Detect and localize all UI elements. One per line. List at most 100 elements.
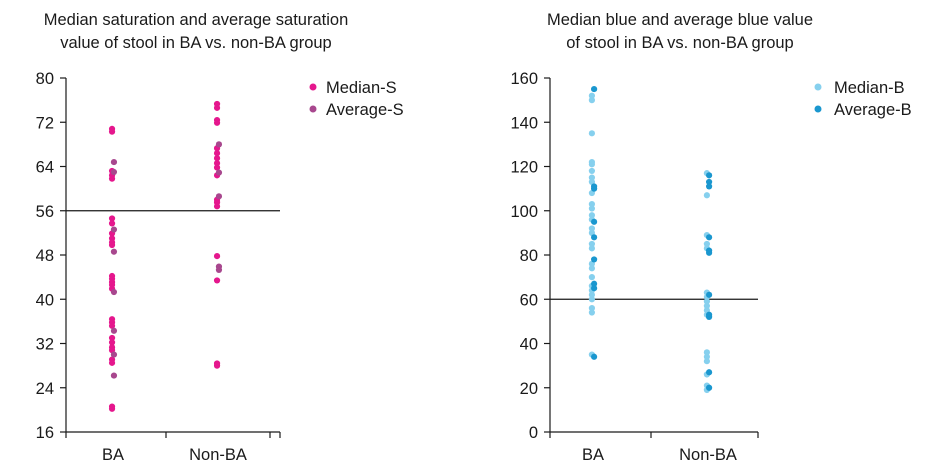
data-point-average-b [591,280,598,287]
legend-average-b-label: Average-B [834,101,912,119]
data-point-median-s [213,104,221,111]
y-tick-label: 64 [36,159,54,177]
data-point-median-b [703,349,711,356]
data-point-median-b [588,225,596,232]
y-tick-label: 16 [36,424,54,442]
y-tick-label: 56 [36,203,54,221]
data-point-average-b [706,183,713,190]
chart-2-y-ticks: 0 20 40 60 80 100 120 140 160 [510,70,550,442]
legend-average-s-label: Average-S [326,101,404,119]
legend-median-b-label: Median-B [834,79,905,97]
chart-1-axes [65,78,280,433]
data-point-average-s [215,193,223,200]
data-point-median-b [588,130,596,137]
data-point-average-s [110,248,118,255]
data-point-median-s [213,253,221,260]
data-point-average-b [706,234,713,241]
data-point-median-s [213,155,221,162]
data-point-average-s [215,169,223,176]
y-tick-label: 160 [510,70,538,88]
data-point-median-s [108,339,116,346]
chart-1-legend: Median-S Average-S [309,79,404,119]
data-point-median-s [108,175,116,182]
data-point-median-b [588,205,596,212]
data-point-average-b [591,85,598,93]
data-point-median-b [588,274,596,281]
data-point-median-s [213,150,221,157]
data-point-average-b [706,178,713,186]
y-tick-label: 60 [520,291,538,309]
data-point-median-s [213,362,221,369]
data-point-average-b [706,172,713,179]
data-point-median-s [108,220,116,227]
legend-median-s-label: Median-S [326,79,397,97]
data-point-median-b [703,192,711,199]
data-point-median-b [588,167,596,175]
data-point-average-s [110,351,118,358]
data-point-average-b [706,313,713,321]
chart-1-title-line-2: value of stool in BA vs. non-BA group [60,34,332,52]
y-tick-label: 0 [529,424,538,442]
y-tick-label: 72 [36,114,54,132]
data-point-median-b [703,302,711,309]
data-point-median-b [588,265,596,272]
x-tick-label: Non-BA [189,446,247,464]
data-point-average-b [706,291,713,298]
data-point-average-s [110,372,118,379]
data-point-median-s [108,405,116,412]
data-point-average-s [110,158,118,166]
y-tick-label: 120 [510,159,538,177]
data-point-median-s [108,322,116,329]
data-point-average-s [110,327,118,334]
chart-2-legend: Median-B Average-B [814,79,912,119]
y-tick-label: 20 [520,380,538,398]
data-point-average-b [591,218,598,225]
data-point-average-s [110,226,118,233]
data-point-average-b [591,353,598,360]
data-point-average-s [215,141,223,148]
chart-1-points [108,100,223,412]
y-tick-label: 48 [36,247,54,265]
y-tick-label: 40 [36,291,54,309]
data-point-median-b [588,291,596,298]
y-tick-label: 80 [36,70,54,88]
chart-2-title-line-2: of stool in BA vs. non-BA group [566,34,793,52]
data-point-average-s [215,266,223,274]
y-tick-label: 24 [36,380,54,398]
data-point-median-s [108,359,116,366]
data-point-median-b [588,161,596,168]
y-tick-label: 80 [520,247,538,265]
data-point-median-s [213,277,221,284]
data-point-average-b [706,249,713,256]
legend-average-s-marker [309,105,317,113]
x-tick-label: Non-BA [679,446,737,464]
chart-1-title-line-1: Median saturation and average saturation [44,11,349,29]
x-tick-label: BA [102,446,124,464]
data-point-median-b [588,92,596,99]
data-point-median-s [213,160,221,167]
data-point-median-b [703,240,711,248]
data-point-median-b [588,97,596,104]
data-point-average-b [591,185,598,192]
data-point-median-s [108,128,116,135]
data-point-median-b [588,245,596,252]
x-tick-label: BA [582,446,604,464]
y-tick-label: 100 [510,203,538,221]
y-tick-label: 32 [36,336,54,354]
chart-blue: Median blue and average blue value of st… [510,11,911,464]
data-point-median-b [703,358,711,365]
data-point-median-b [703,353,711,360]
legend-median-s-marker [309,83,317,91]
data-point-median-s [108,241,116,249]
data-point-median-b [588,174,596,181]
data-point-median-b [588,309,596,316]
chart-1-y-ticks: 16 24 32 40 48 56 64 72 80 [36,70,66,442]
y-tick-label: 140 [510,114,538,132]
data-point-median-b [703,298,711,305]
data-point-average-b [591,234,598,241]
data-point-median-b [588,212,596,219]
chart-2-axes [549,78,758,433]
data-point-average-b [591,256,598,263]
data-point-median-s [213,164,221,171]
